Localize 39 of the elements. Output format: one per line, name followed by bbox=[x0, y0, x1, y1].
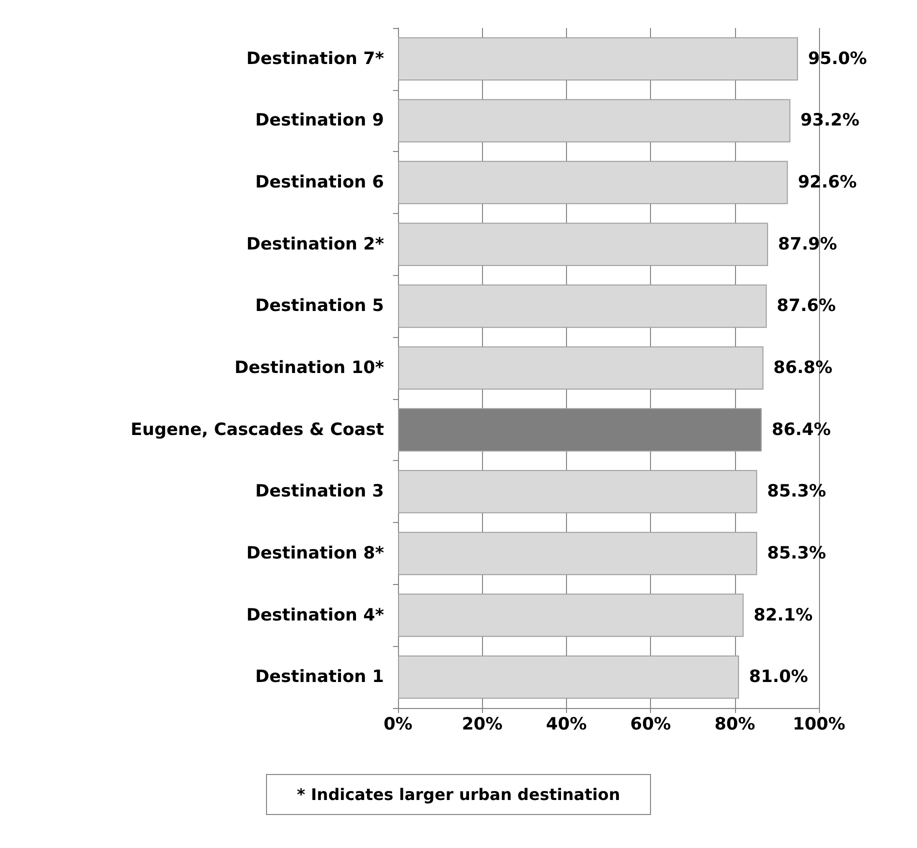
y-tick-label: Destination 4* bbox=[246, 605, 384, 626]
y-tick-label: Destination 2* bbox=[246, 234, 384, 254]
bar bbox=[398, 222, 768, 266]
data-label: 87.9% bbox=[778, 234, 838, 254]
bar bbox=[398, 346, 764, 390]
data-label: 87.6% bbox=[776, 296, 836, 316]
x-tick-label: 60% bbox=[630, 714, 671, 734]
y-tick-label: Destination 10* bbox=[234, 358, 384, 378]
x-tick-label: 20% bbox=[462, 714, 503, 734]
data-label: 86.4% bbox=[772, 420, 831, 440]
x-tick-label: 100% bbox=[792, 714, 846, 734]
text: * Indicates larger urban destination bbox=[266, 774, 652, 815]
bar bbox=[398, 470, 758, 514]
bar bbox=[398, 284, 767, 328]
bar bbox=[398, 160, 788, 204]
x-tick-label: 80% bbox=[714, 714, 756, 734]
data-label: 81.0% bbox=[749, 667, 808, 688]
bar bbox=[398, 594, 744, 637]
y-tick-label: Destination 5 bbox=[255, 296, 384, 316]
data-label: 92.6% bbox=[798, 172, 857, 193]
y-tick-label: Destination 3 bbox=[255, 482, 384, 502]
data-label: 86.8% bbox=[773, 358, 832, 378]
bar bbox=[398, 532, 758, 576]
y-tick-label: Destination 7* bbox=[246, 48, 384, 69]
data-label: 85.3% bbox=[767, 482, 826, 502]
data-label: 85.3% bbox=[767, 543, 826, 564]
bar bbox=[398, 655, 740, 699]
data-label: 93.2% bbox=[800, 110, 860, 131]
data-label: 82.1% bbox=[754, 605, 813, 626]
y-tick-label: Eugene, Cascades & Coast bbox=[130, 420, 384, 440]
x-tick-label: 0% bbox=[384, 714, 412, 734]
x-tick-label: 40% bbox=[546, 714, 587, 734]
bar bbox=[398, 37, 798, 81]
y-tick-label: Destination 1 bbox=[255, 667, 384, 688]
bar bbox=[398, 99, 790, 142]
y-tick-label: Destination 8* bbox=[246, 543, 384, 564]
y-tick-label: Destination 9 bbox=[255, 110, 384, 131]
y-tick-label: Destination 6 bbox=[255, 172, 384, 193]
data-label: 95.0% bbox=[808, 48, 867, 69]
